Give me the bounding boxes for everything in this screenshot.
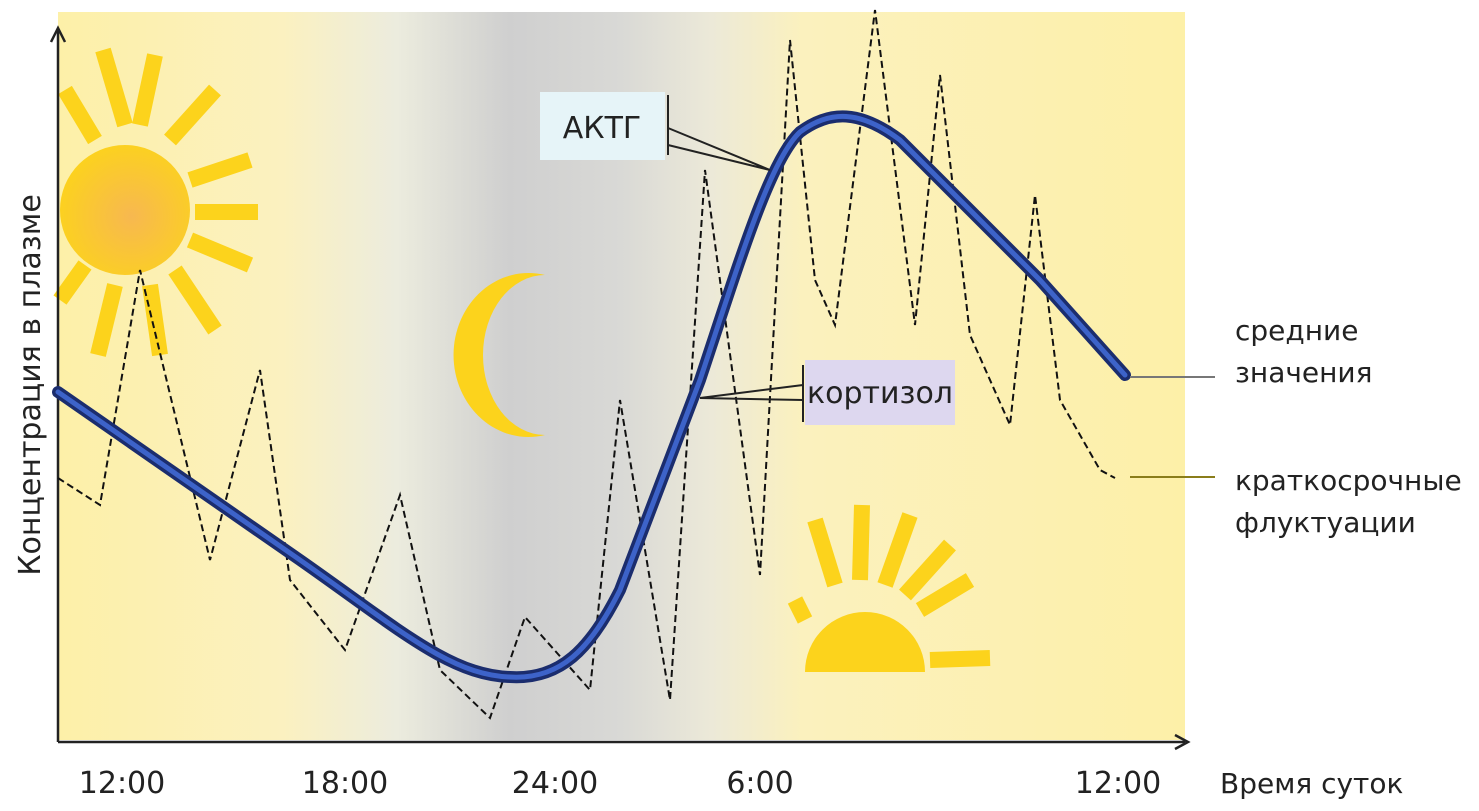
x-tick-label: 12:00 bbox=[79, 766, 165, 801]
legend-label: значения bbox=[1235, 356, 1372, 389]
y-axis-label: Концентрация в плазме bbox=[13, 194, 48, 576]
legend-label: флуктуации bbox=[1235, 506, 1416, 539]
legend-label: краткосрочные bbox=[1235, 464, 1462, 497]
x-tick-label: 24:00 bbox=[512, 766, 598, 801]
callout-label: кортизол bbox=[807, 376, 953, 411]
x-tick-label: 12:00 bbox=[1075, 766, 1161, 801]
x-tick-label: 18:00 bbox=[302, 766, 388, 801]
legend-label: средние bbox=[1235, 314, 1358, 347]
x-tick-label: 6:00 bbox=[726, 766, 793, 801]
x-axis-label: Время суток bbox=[1220, 767, 1403, 800]
diagram: АКТГ кортизол средние значения краткосро… bbox=[0, 0, 1479, 807]
callout-label: АКТГ bbox=[563, 111, 641, 146]
